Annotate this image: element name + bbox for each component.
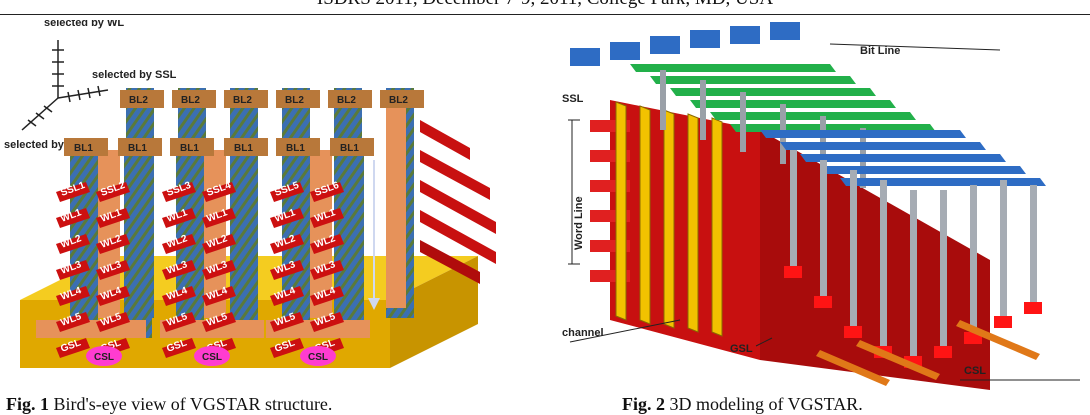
csl-label: CSL — [202, 352, 222, 363]
bl2-label: BL2 — [285, 95, 304, 106]
fig2-caption-lead: Fig. 2 — [622, 394, 665, 414]
header-rule — [0, 14, 1090, 15]
csl-label: CSL — [94, 352, 114, 363]
bl2-label: BL2 — [181, 95, 200, 106]
wordline-label: Word Line — [573, 196, 585, 250]
fig1-caption-lead: Fig. 1 — [6, 394, 49, 414]
bl1-label: BL1 — [180, 143, 199, 154]
fig2-caption-text: 3D modeling of VGSTAR. — [665, 394, 863, 414]
conference-header: ISDRS 2011, December 7-9, 2011, College … — [0, 0, 1090, 10]
stack-front — [610, 100, 760, 360]
bl1-label: BL1 — [128, 143, 147, 154]
bl2-label: BL2 — [389, 95, 408, 106]
bl1-label: BL1 — [74, 143, 93, 154]
bitline-label: Bit Line — [860, 45, 900, 57]
gsl-label: GSL — [730, 343, 753, 355]
csl-label: CSL — [308, 352, 328, 363]
ssl-label: SSL — [562, 93, 584, 105]
channel-label: channel — [562, 327, 604, 339]
bl1-label: BL1 — [286, 143, 305, 154]
csl-label: CSL — [964, 365, 986, 377]
bl1-label: BL1 — [340, 143, 359, 154]
axis-label-ssl: selected by SSL — [92, 69, 177, 81]
bl2-label: BL2 — [129, 95, 148, 106]
bl2-label: BL2 — [337, 95, 356, 106]
fig1-illustration: selected by WL selected by SSL selected … — [0, 20, 500, 392]
fig1-caption-text: Bird's-eye view of VGSTAR structure. — [49, 394, 332, 414]
bl1-label: BL1 — [234, 143, 253, 154]
axis-triad — [22, 40, 108, 130]
bl2-label: BL2 — [233, 95, 252, 106]
axis-label-wl: selected by WL — [44, 20, 124, 29]
fig2-illustration: Bit Line SSL channel GSL CSL Word Line — [560, 20, 1090, 392]
back-bitlines — [570, 22, 800, 66]
